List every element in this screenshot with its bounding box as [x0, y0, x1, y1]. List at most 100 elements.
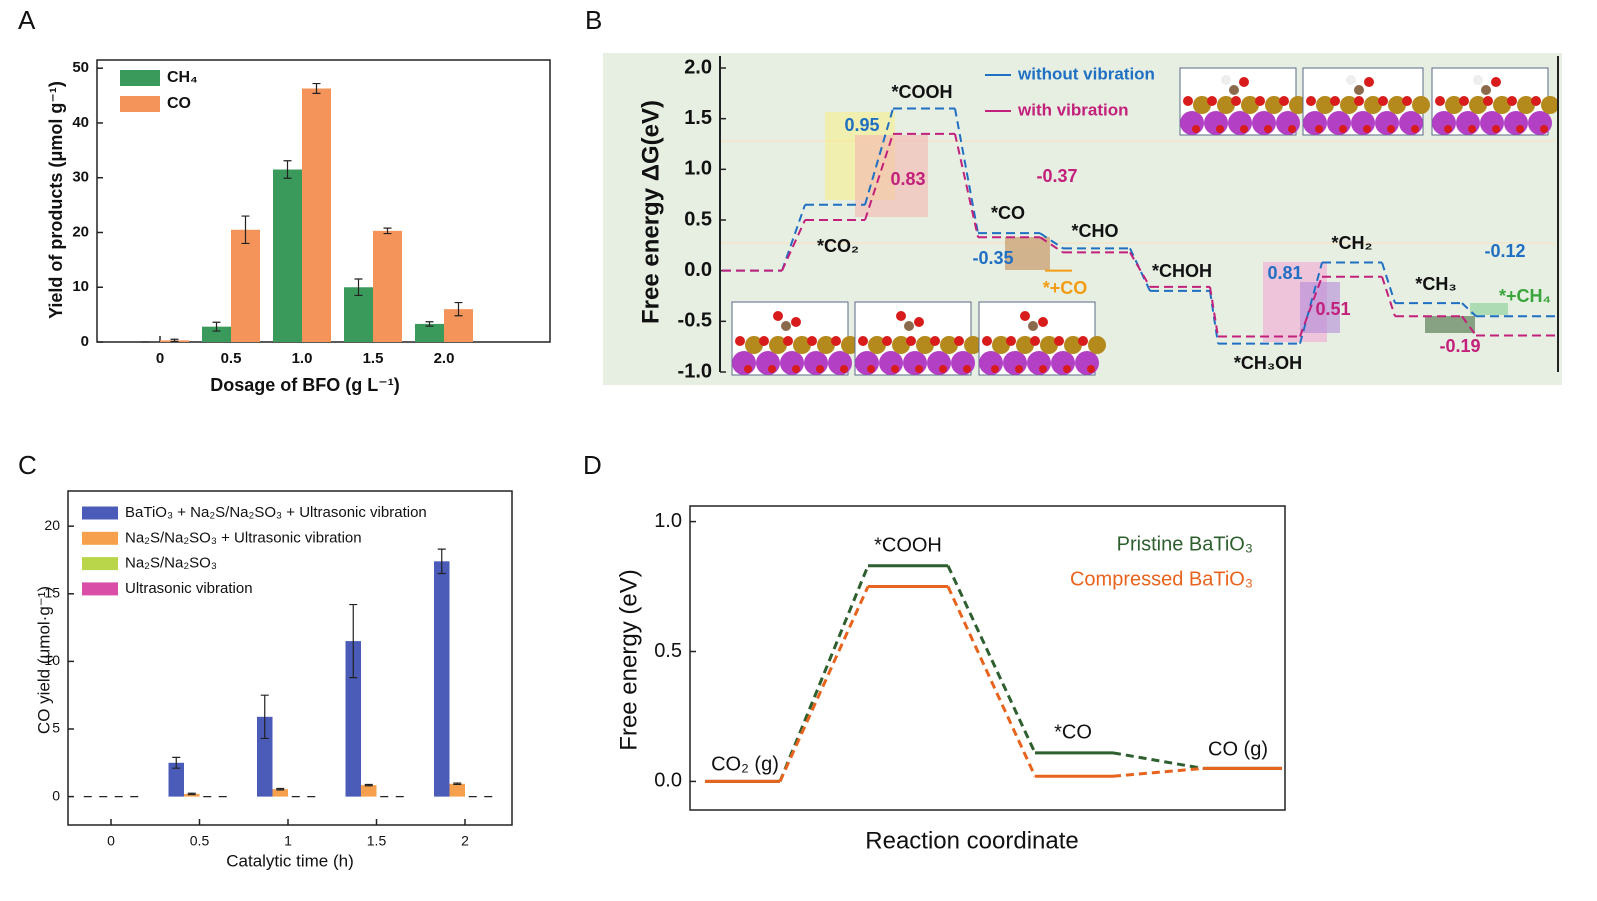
structure-atom: [1020, 311, 1030, 321]
plot-frame: [689, 505, 1286, 811]
legend-label: Ultrasonic vibration: [125, 580, 253, 597]
structure-atom: [792, 365, 800, 373]
barrier-label: 0.83: [890, 169, 925, 189]
legend-swatch: [82, 506, 118, 520]
structure-atom: [903, 351, 927, 375]
bar: [302, 88, 331, 342]
structure-atom: [915, 365, 923, 373]
structure-atom: [1435, 96, 1445, 106]
structure-atom: [1327, 111, 1351, 135]
barrier-label: 0.81: [1267, 263, 1302, 283]
bar: [449, 783, 465, 797]
legend-swatch: [82, 582, 118, 596]
energy-connector: [864, 108, 894, 206]
error-bar: [172, 756, 181, 769]
structure-atom: [1231, 96, 1241, 106]
structure-atom: [1491, 77, 1501, 87]
structure-atom: [1288, 125, 1296, 133]
structure-atom: [1387, 125, 1395, 133]
legend-label: with vibration: [1017, 100, 1129, 119]
state-label: CO (g): [1208, 738, 1268, 760]
structure-atom: [1363, 125, 1371, 133]
y-tick-label: 0.0: [654, 770, 682, 792]
bar: [344, 287, 373, 342]
structure-atom: [906, 336, 916, 346]
structure-atom: [1517, 96, 1535, 114]
structure-atom: [939, 365, 947, 373]
structure-atom: [1346, 75, 1356, 85]
energy-connector: [1112, 751, 1204, 770]
y-tick-label: 20: [44, 517, 60, 533]
structure-images: [731, 67, 1559, 376]
error-bar: [260, 694, 269, 740]
state-label: *CO: [1054, 721, 1092, 743]
barrier-label: 0.51: [1315, 299, 1350, 319]
structure-atom: [1468, 125, 1476, 133]
structure-atom: [1064, 336, 1082, 354]
state-label: *CH₂: [1331, 233, 1372, 253]
structure-atom: [1207, 96, 1217, 106]
structure-atom: [1221, 75, 1231, 85]
structure-atom: [914, 317, 924, 327]
structure-atom: [951, 351, 975, 375]
error-bar: [283, 160, 292, 179]
legend-swatch: [82, 557, 118, 571]
y-tick-label: 0.5: [654, 640, 682, 662]
state-label: *CH₃: [1415, 274, 1456, 294]
y-tick-label: 50: [72, 59, 89, 76]
state-label: *+CH₄: [1499, 286, 1551, 306]
structure-atom: [1006, 336, 1016, 346]
structure-atom: [1541, 96, 1559, 114]
structure-atom: [1051, 351, 1075, 375]
structure-atom: [804, 351, 828, 375]
structure-atom: [940, 336, 958, 354]
bar: [273, 169, 302, 342]
bar: [231, 229, 260, 342]
structure-atom: [1444, 125, 1452, 133]
legend-label: CO: [167, 95, 191, 112]
legend-label: Pristine BaTiO₃: [1117, 533, 1253, 555]
energy-connector: [954, 133, 979, 238]
energy-connector: [946, 585, 1037, 777]
y-tick-label: 15: [44, 584, 60, 600]
legend-swatch: [82, 531, 118, 545]
structure-atom: [780, 351, 804, 375]
x-tick-label: 0.5: [221, 350, 242, 367]
error-bar: [425, 321, 434, 327]
structure-atom: [1216, 125, 1224, 133]
structure-atom: [1087, 365, 1095, 373]
structure-atom: [1316, 96, 1334, 114]
y-tick-label: 30: [72, 169, 89, 186]
error-bar: [241, 215, 250, 245]
structure-atom: [879, 351, 903, 375]
structure-atom: [791, 317, 801, 327]
structure-atom: [1063, 365, 1071, 373]
structure-atom: [781, 321, 791, 331]
energy-connector: [1461, 302, 1477, 317]
structure-atom: [1088, 336, 1106, 354]
structure-atom: [816, 365, 824, 373]
legend-label: Compressed BaTiO₃: [1070, 568, 1253, 590]
panel-label: D: [583, 450, 602, 480]
structure-atom: [1315, 125, 1323, 133]
structure-atom: [1279, 96, 1289, 106]
bar: [168, 762, 184, 797]
bar: [415, 323, 444, 342]
plot-frame: [67, 490, 513, 826]
legend-swatch: [120, 96, 160, 112]
structure-atom: [1340, 96, 1358, 114]
structure-atom: [1180, 111, 1204, 135]
structure-atom: [858, 336, 868, 346]
legend-label: CH₄: [167, 69, 198, 86]
energy-connector: [1381, 262, 1396, 304]
structure-atom: [1265, 96, 1283, 114]
y-tick-label: -0.5: [678, 310, 712, 332]
bar: [361, 785, 377, 797]
structure-atom: [891, 365, 899, 373]
energy-connector: [781, 204, 806, 271]
structure-atom: [1306, 96, 1316, 106]
structure-atom: [1075, 351, 1099, 375]
structure-atom: [963, 365, 971, 373]
structure-atom: [1240, 125, 1248, 133]
error-bar: [364, 783, 373, 787]
